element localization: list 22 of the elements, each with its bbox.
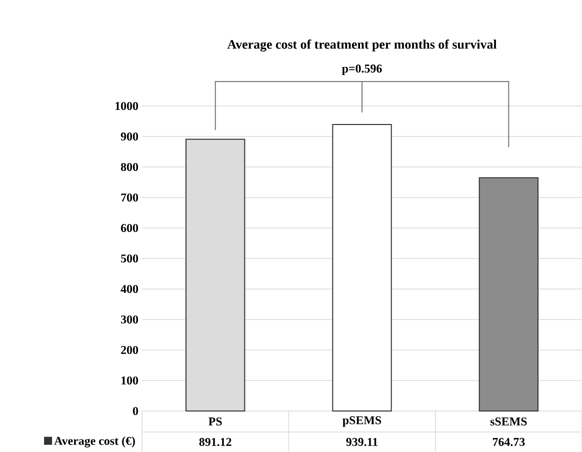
y-tick-label: 900: [120, 132, 138, 141]
bar: [332, 124, 392, 412]
x-tick-label: PS: [208, 417, 222, 426]
y-tick-label: 100: [122, 376, 138, 385]
y-tick-label: 800: [120, 162, 138, 172]
x-tick-label: sSEMS: [490, 417, 527, 426]
y-tick-label: 600: [120, 224, 138, 232]
data-label: 939.11: [346, 438, 378, 446]
y-tick-label: 300: [121, 315, 138, 324]
y-tick-label: 1000: [116, 102, 138, 110]
data-label: 891.12: [199, 438, 232, 446]
chart-title: Average cost of treatment per months of survival: [227, 40, 497, 52]
y-tick-label: 400: [120, 284, 138, 294]
data-label: 764.73: [492, 438, 525, 446]
y-tick-label: 200: [121, 346, 138, 354]
legend-label: Average cost (€): [54, 436, 135, 448]
y-tick-label: 500: [121, 254, 138, 263]
y-tick-label: 700: [121, 193, 138, 202]
x-tick-label: pSEMS: [342, 416, 382, 427]
text: p=0.596: [342, 64, 382, 76]
y-tick-label: 0: [132, 406, 138, 416]
bar: [478, 177, 539, 412]
